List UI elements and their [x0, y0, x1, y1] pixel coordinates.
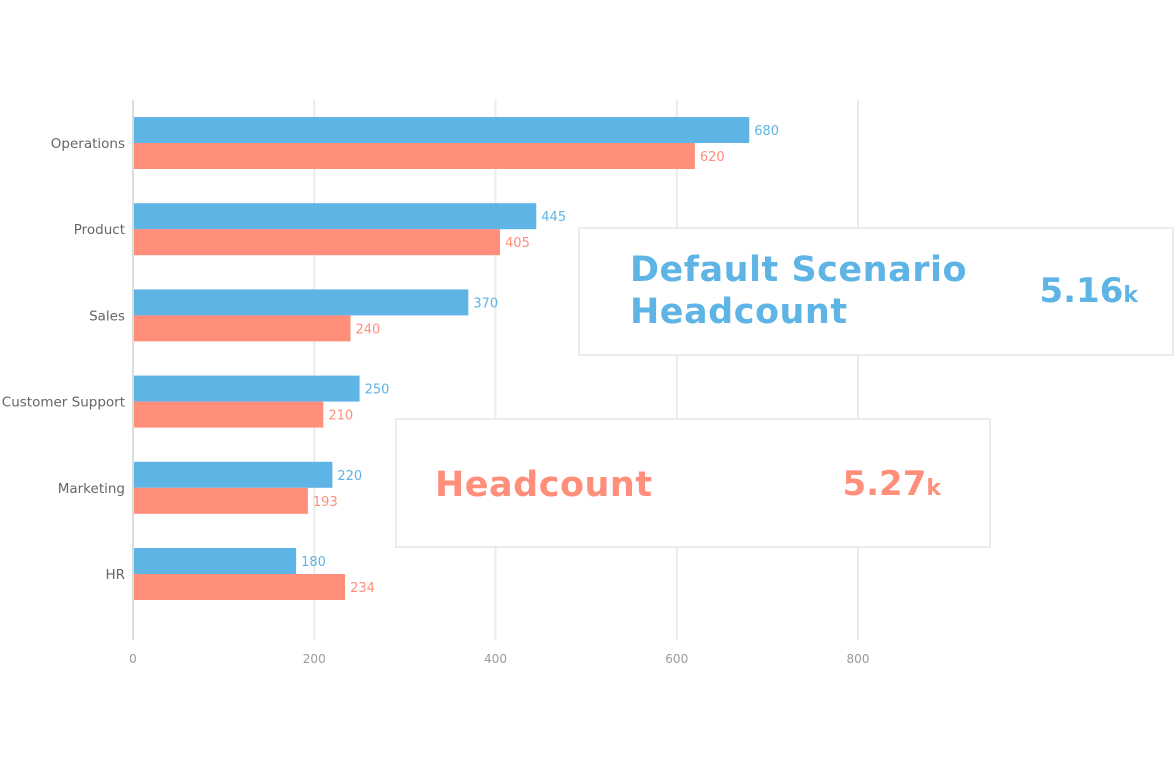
default-scenario-headcount-title: Default Scenario Headcount: [630, 249, 967, 333]
x-tick-label: 600: [665, 652, 688, 666]
category-label: Sales: [89, 308, 125, 324]
x-tick-label: 0: [129, 652, 137, 666]
x-tick-label: 800: [847, 652, 870, 666]
bar: [134, 574, 346, 600]
bar: [134, 229, 501, 256]
bar: [134, 117, 750, 143]
bar: [134, 487, 308, 514]
bar: [134, 289, 469, 316]
bar-value-label: 210: [328, 409, 353, 424]
headcount-value: 5.27k: [842, 464, 941, 504]
bar: [134, 548, 297, 574]
bar-value-label: 234: [350, 581, 375, 596]
bar-value-label: 445: [541, 210, 566, 225]
headcount-title: Headcount: [435, 465, 653, 505]
headcount-card: Headcount 5.27k: [395, 418, 991, 548]
headcount-value-unit: k: [926, 476, 941, 501]
x-tick-label: 200: [303, 652, 326, 666]
bar-value-label: 405: [505, 236, 530, 251]
category-label: Customer Support: [2, 395, 125, 411]
grid-lines: [132, 100, 859, 640]
bar-value-label: 620: [700, 150, 725, 165]
labels: 0 200 400 600 800 Operations 680 620 Product 445 4…: [2, 124, 870, 666]
bar-value-label: 180: [301, 555, 326, 570]
bar: [134, 315, 351, 342]
default-scenario-headcount-card: Default Scenario Headcount 5.16k: [578, 227, 1174, 356]
x-tick-label: 400: [484, 652, 507, 666]
default-scenario-value-unit: k: [1123, 283, 1138, 308]
bars: [134, 117, 750, 600]
bar: [134, 401, 324, 428]
bar-value-label: 240: [356, 322, 381, 337]
default-scenario-title-line1: Default Scenario: [630, 250, 967, 290]
category-label: Operations: [51, 136, 125, 152]
category-label: HR: [105, 567, 125, 583]
category-label: Product: [74, 222, 125, 238]
bar-value-label: 193: [313, 495, 338, 510]
bar-value-label: 680: [754, 124, 779, 139]
bar-value-label: 250: [365, 383, 390, 398]
default-scenario-value-number: 5.16: [1039, 271, 1124, 311]
bar-value-label: 220: [337, 469, 362, 484]
headcount-value-number: 5.27: [842, 464, 927, 504]
bar: [134, 143, 695, 169]
bar: [134, 203, 537, 230]
default-scenario-title-line2: Headcount: [630, 292, 848, 332]
bar-value-label: 370: [473, 296, 498, 311]
category-label: Marketing: [58, 481, 125, 497]
bar: [134, 375, 360, 402]
default-scenario-headcount-value: 5.16k: [1039, 271, 1138, 311]
bar: [134, 461, 333, 488]
